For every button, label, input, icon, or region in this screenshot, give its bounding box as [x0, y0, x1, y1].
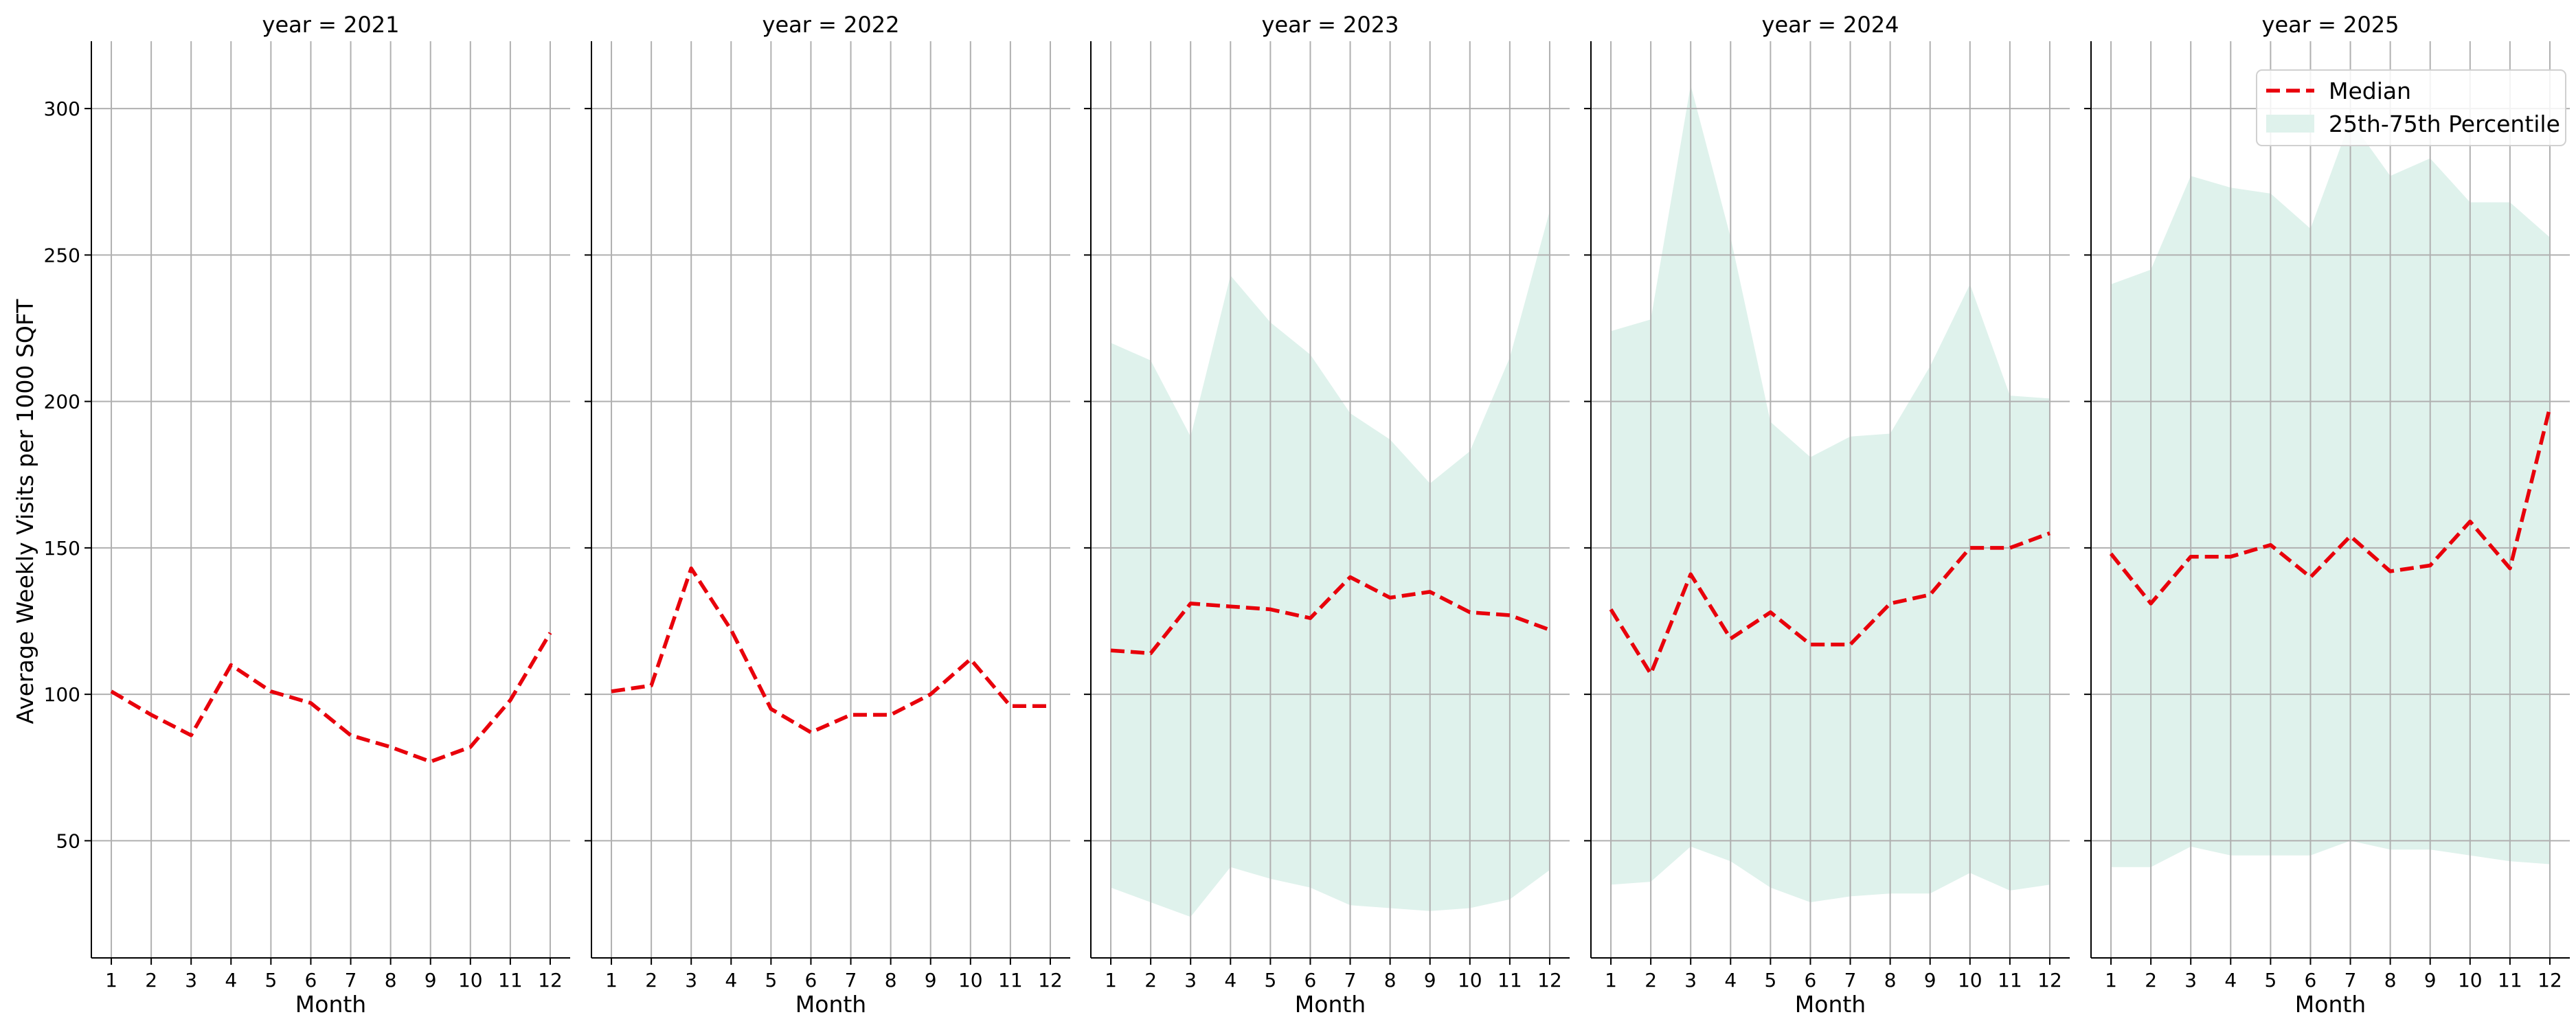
x-tick-label: 12 — [2538, 969, 2562, 992]
x-axis-label: Month — [795, 991, 866, 1018]
legend-band-swatch — [2266, 115, 2314, 133]
x-tick-label: 5 — [2264, 969, 2276, 992]
x-tick-label: 10 — [2458, 969, 2483, 992]
x-tick-label: 1 — [105, 969, 117, 992]
x-tick-label: 6 — [305, 969, 317, 992]
legend: Median 25th-75th Percentile — [2256, 69, 2566, 146]
x-axis-label: Month — [1795, 991, 1866, 1018]
y-tick-label: 50 — [56, 829, 80, 852]
x-tick-label: 8 — [1884, 969, 1897, 992]
x-tick-label: 8 — [385, 969, 397, 992]
x-tick-label: 10 — [458, 969, 483, 992]
percentile-band — [1111, 211, 1550, 917]
y-tick-label: 100 — [44, 683, 80, 706]
x-tick-label: 7 — [1344, 969, 1357, 992]
x-tick-label: 12 — [1038, 969, 1063, 992]
x-tick-label: 8 — [2384, 969, 2397, 992]
x-tick-label: 3 — [2184, 969, 2197, 992]
y-tick-label: 300 — [44, 98, 80, 120]
x-tick-label: 1 — [2105, 969, 2117, 992]
median-line — [1609, 531, 2050, 676]
percentile-band — [1611, 85, 2050, 902]
legend-band-label: 25th-75th Percentile — [2329, 111, 2560, 137]
x-tick-label: 6 — [1805, 969, 1817, 992]
x-tick-label: 12 — [2037, 969, 2062, 992]
percentile-band — [2111, 120, 2550, 867]
x-tick-label: 11 — [998, 969, 1023, 992]
x-tick-label: 2 — [145, 969, 157, 992]
x-tick-label: 2 — [2145, 969, 2157, 992]
x-tick-label: 1 — [605, 969, 618, 992]
x-tick-label: 9 — [925, 969, 937, 992]
x-tick-label: 2 — [1144, 969, 1157, 992]
x-tick-label: 10 — [1458, 969, 1482, 992]
y-tick-label: 250 — [44, 244, 80, 266]
y-axis-label: Average Weekly Visits per 1000 SQFT — [12, 299, 38, 724]
facet-title: year = 2023 — [1262, 12, 1399, 38]
x-axis-label: Month — [1295, 991, 1366, 1018]
x-tick-label: 5 — [1764, 969, 1776, 992]
x-tick-label: 9 — [1424, 969, 1436, 992]
x-tick-label: 3 — [185, 969, 197, 992]
x-tick-label: 10 — [958, 969, 983, 992]
x-tick-label: 12 — [538, 969, 563, 992]
y-tick-label: 200 — [44, 391, 80, 413]
x-tick-label: 7 — [845, 969, 857, 992]
x-tick-label: 5 — [1264, 969, 1276, 992]
x-tick-label: 4 — [725, 969, 737, 992]
legend-frame — [2256, 69, 2566, 146]
x-tick-label: 6 — [1304, 969, 1317, 992]
x-tick-label: 6 — [2305, 969, 2317, 992]
facet-title: year = 2022 — [762, 12, 900, 38]
x-tick-label: 5 — [264, 969, 277, 992]
x-tick-label: 2 — [1645, 969, 1657, 992]
x-tick-label: 3 — [685, 969, 697, 992]
x-tick-label: 11 — [2498, 969, 2522, 992]
x-tick-label: 4 — [1224, 969, 1236, 992]
x-tick-label: 9 — [425, 969, 437, 992]
y-tick-label: 150 — [44, 537, 80, 560]
x-tick-label: 7 — [345, 969, 357, 992]
x-axis-label: Month — [2295, 991, 2366, 1018]
x-tick-label: 9 — [2424, 969, 2437, 992]
median-line — [1110, 575, 1550, 656]
x-tick-label: 11 — [1998, 969, 2022, 992]
x-tick-label: 3 — [1184, 969, 1197, 992]
x-tick-label: 4 — [2224, 969, 2237, 992]
x-tick-label: 1 — [1605, 969, 1617, 992]
x-tick-label: 9 — [1924, 969, 1936, 992]
facet-title: year = 2024 — [1762, 12, 1899, 38]
x-tick-label: 4 — [225, 969, 237, 992]
x-tick-label: 5 — [765, 969, 777, 992]
x-tick-label: 4 — [1724, 969, 1737, 992]
facet-title: year = 2025 — [2262, 12, 2399, 38]
x-tick-label: 7 — [2345, 969, 2357, 992]
x-tick-label: 12 — [1537, 969, 1562, 992]
x-tick-label: 11 — [1498, 969, 1522, 992]
x-tick-label: 1 — [1105, 969, 1117, 992]
legend-median-label: Median — [2329, 78, 2411, 104]
x-axis-label: Month — [295, 991, 366, 1018]
x-tick-label: 7 — [1844, 969, 1857, 992]
median-line — [2109, 407, 2552, 606]
x-tick-label: 3 — [1684, 969, 1697, 992]
x-tick-label: 10 — [1958, 969, 1982, 992]
facet-title: year = 2021 — [262, 12, 400, 38]
x-tick-label: 8 — [1384, 969, 1397, 992]
x-tick-label: 11 — [498, 969, 523, 992]
x-tick-label: 2 — [645, 969, 657, 992]
median-line — [611, 566, 1050, 735]
x-tick-label: 6 — [805, 969, 817, 992]
median-line — [110, 632, 552, 764]
x-tick-label: 8 — [885, 969, 897, 992]
